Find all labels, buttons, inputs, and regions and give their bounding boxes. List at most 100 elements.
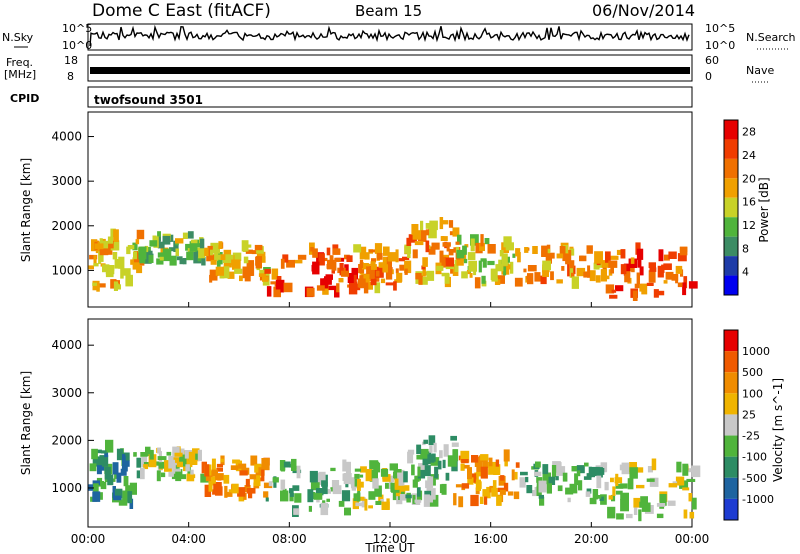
echo-cell bbox=[611, 494, 616, 502]
echo-cell bbox=[201, 256, 206, 266]
echo-cell bbox=[344, 507, 351, 516]
echo-cell bbox=[114, 259, 123, 269]
echo-cell bbox=[449, 231, 455, 236]
echo-cell bbox=[330, 467, 336, 472]
echo-cell bbox=[556, 462, 562, 468]
velocity-colorbar: Velocity [m s^-1] 1000 500 100 25 -25 -100 -50… bbox=[723, 329, 785, 521]
echo-cell bbox=[636, 248, 644, 260]
freq-panel-frame bbox=[87, 54, 693, 82]
echo-cell bbox=[382, 474, 391, 482]
echo-cell bbox=[584, 462, 589, 467]
noise-left-label: N.Sky bbox=[2, 31, 34, 44]
echo-cell bbox=[382, 264, 388, 273]
echo-cell bbox=[633, 497, 641, 508]
echo-cell bbox=[263, 482, 273, 489]
echo-cell bbox=[121, 268, 131, 276]
echo-cell bbox=[411, 464, 415, 476]
echo-cell bbox=[280, 258, 285, 269]
echo-cell bbox=[156, 258, 164, 265]
echo-cell bbox=[370, 261, 376, 266]
echo-cell bbox=[545, 252, 552, 264]
echo-cell bbox=[411, 224, 419, 235]
velocity-echo-layer bbox=[88, 435, 701, 522]
echo-cell bbox=[133, 251, 137, 260]
echo-cell bbox=[630, 257, 635, 264]
y-tick-label: 4000 bbox=[51, 130, 82, 144]
echo-cell bbox=[442, 242, 451, 247]
echo-cell bbox=[121, 463, 128, 472]
echo-cell bbox=[318, 471, 326, 481]
echo-cell bbox=[683, 509, 688, 519]
echo-cell bbox=[102, 264, 110, 273]
echo-cell bbox=[185, 464, 190, 472]
echo-cell bbox=[427, 454, 435, 463]
echo-cell bbox=[162, 254, 167, 261]
echo-cell bbox=[475, 479, 481, 491]
echo-cell bbox=[569, 260, 575, 269]
echo-cell bbox=[688, 281, 698, 289]
echo-cell bbox=[280, 479, 286, 490]
colorbar-frame bbox=[723, 119, 739, 296]
echo-cell bbox=[422, 458, 429, 466]
echo-cell bbox=[389, 475, 395, 483]
echo-cell bbox=[187, 231, 194, 239]
echo-cell bbox=[224, 485, 228, 498]
echo-cell bbox=[370, 278, 377, 286]
echo-cell bbox=[182, 258, 187, 265]
echo-cell bbox=[312, 480, 317, 489]
echo-cell bbox=[362, 263, 369, 270]
echo-cell bbox=[366, 266, 371, 275]
echo-cell bbox=[188, 451, 196, 464]
echo-cell bbox=[501, 253, 508, 266]
echo-cell bbox=[307, 489, 314, 503]
echo-cell bbox=[636, 272, 640, 285]
echo-cell bbox=[99, 248, 109, 256]
echo-cell bbox=[184, 450, 193, 459]
echo-cell bbox=[266, 286, 272, 297]
y-tick-label: 2000 bbox=[51, 433, 82, 447]
echo-cell bbox=[279, 460, 286, 471]
echo-cell bbox=[423, 494, 430, 507]
echo-cell bbox=[320, 502, 329, 516]
echo-cell bbox=[283, 461, 291, 468]
echo-cell bbox=[353, 493, 358, 501]
echo-cell bbox=[599, 496, 604, 501]
echo-cell bbox=[586, 488, 592, 494]
echo-cell bbox=[341, 490, 351, 502]
colorbar-tick-label: -100 bbox=[742, 451, 767, 464]
echo-cell bbox=[542, 260, 551, 271]
echo-cell bbox=[120, 468, 127, 476]
echo-cell bbox=[656, 513, 664, 519]
echo-cell bbox=[615, 473, 619, 486]
colorbar-segment bbox=[724, 236, 738, 257]
echo-cell bbox=[414, 241, 424, 246]
echo-cell bbox=[675, 476, 685, 486]
echo-cell bbox=[659, 494, 667, 506]
colorbar-frame bbox=[723, 329, 739, 521]
echo-cell bbox=[657, 265, 664, 278]
echo-cell bbox=[507, 491, 514, 496]
echo-cell bbox=[569, 246, 574, 250]
echo-cell bbox=[404, 244, 411, 254]
echo-cell bbox=[253, 475, 261, 487]
echo-cell bbox=[685, 468, 693, 473]
echo-cell bbox=[129, 498, 134, 509]
echo-cell bbox=[254, 244, 263, 251]
echo-cell bbox=[585, 491, 591, 497]
echo-cell bbox=[110, 240, 120, 251]
echo-cell bbox=[396, 272, 403, 282]
echo-cell bbox=[520, 471, 528, 476]
power-colorbar-label: Power [dB] bbox=[757, 177, 771, 242]
echo-cell bbox=[523, 268, 527, 273]
echo-cell bbox=[186, 473, 195, 482]
echo-cell bbox=[468, 260, 477, 272]
colorbar-segment bbox=[724, 197, 738, 218]
echo-cell bbox=[282, 488, 287, 493]
nave-tick-top: 60 bbox=[705, 54, 719, 67]
echo-cell bbox=[100, 450, 107, 454]
echo-cell bbox=[471, 455, 479, 463]
echo-cell bbox=[671, 274, 679, 281]
x-tick-label: 04:00 bbox=[171, 532, 206, 546]
echo-cell bbox=[256, 251, 266, 259]
echo-cell bbox=[93, 483, 99, 495]
